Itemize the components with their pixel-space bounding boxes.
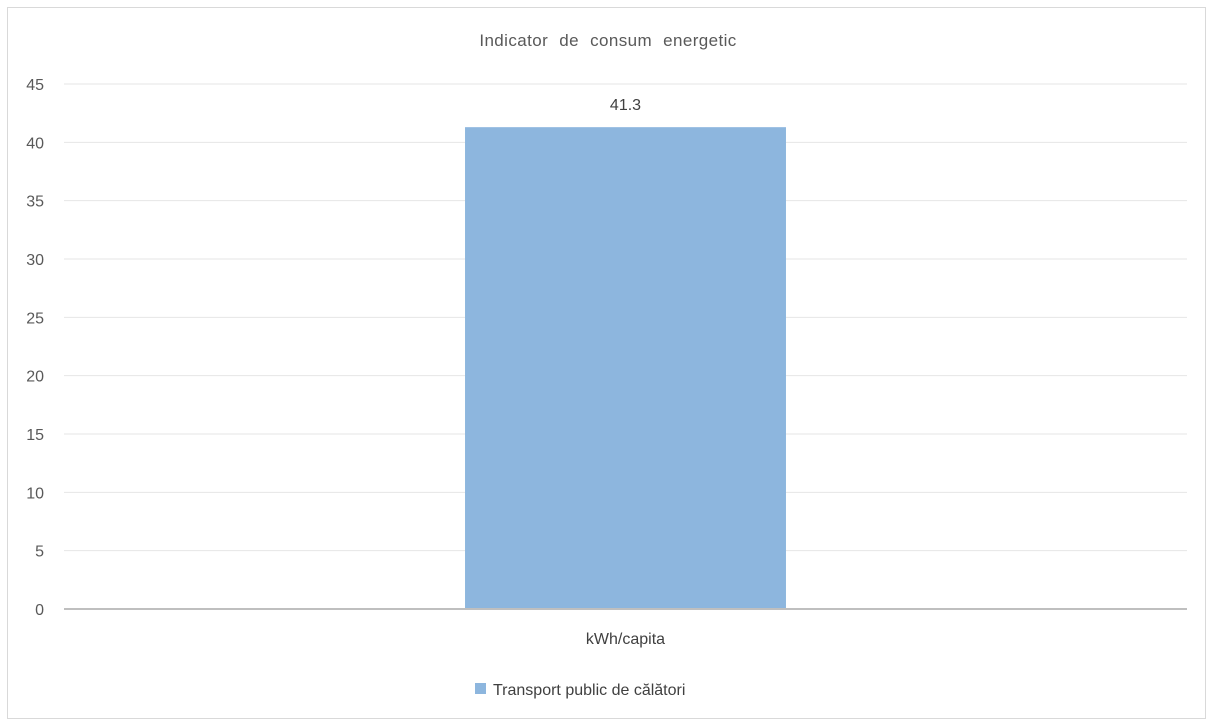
legend-swatch: [475, 683, 486, 694]
y-tick-label: 25: [26, 310, 44, 327]
y-tick-label: 30: [26, 252, 44, 269]
y-tick-label: 10: [26, 485, 44, 502]
y-tick-label: 40: [26, 135, 44, 152]
bar: [465, 127, 786, 610]
x-tick-label: kWh/capita: [586, 631, 665, 648]
y-tick-label: 35: [26, 194, 44, 211]
bars: [465, 127, 786, 610]
y-tick-label: 15: [26, 427, 44, 444]
x-axis-ticks: kWh/capita: [586, 631, 665, 648]
legend: Transport public de călători: [475, 682, 685, 699]
y-tick-label: 5: [35, 544, 44, 561]
y-tick-label: 0: [35, 602, 44, 619]
data-labels: 41.3: [610, 97, 641, 114]
y-tick-label: 20: [26, 369, 44, 386]
data-label: 41.3: [610, 97, 641, 114]
y-axis-ticks: 0 5 10 15 20 25 30 35 40 45: [26, 77, 44, 619]
legend-label: Transport public de călători: [493, 682, 685, 699]
chart-title: Indicator de consum energetic: [479, 31, 736, 50]
y-tick-label: 45: [26, 77, 44, 94]
